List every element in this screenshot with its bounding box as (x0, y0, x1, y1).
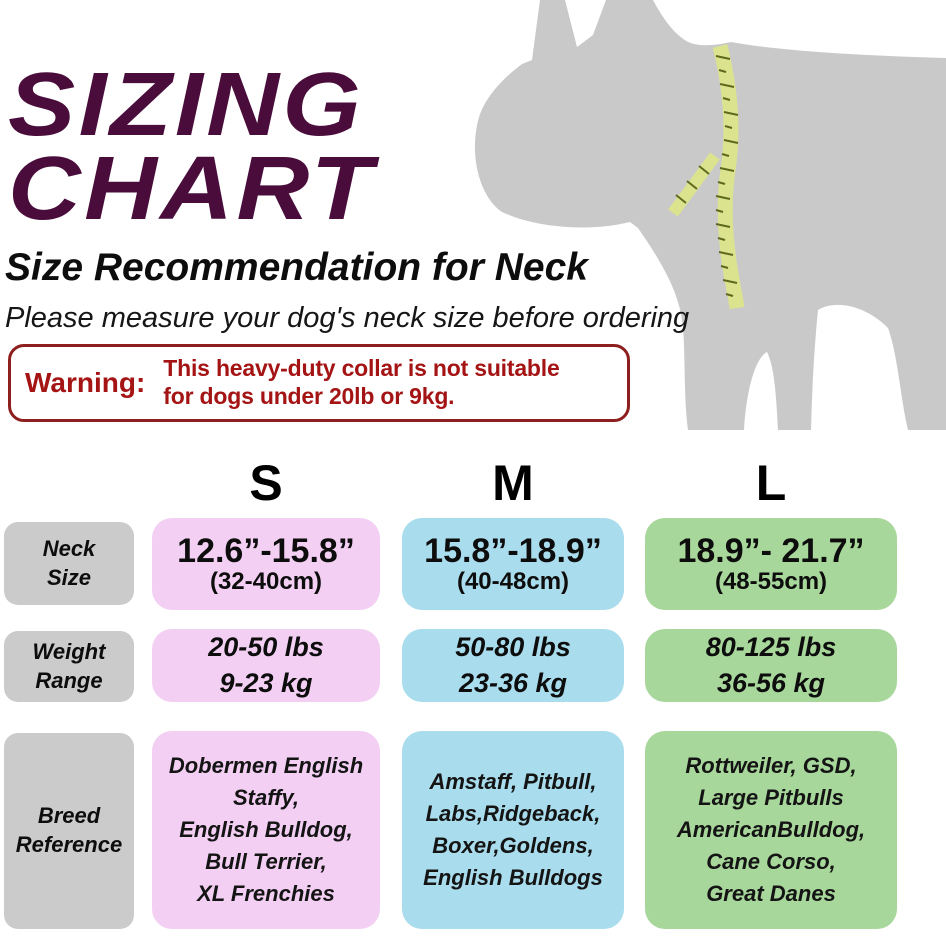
dog-body-shape (474, 0, 946, 430)
breed-reference-cell-s: Dobermen English Staffy, English Bulldog, B… (152, 731, 380, 929)
row-label-breed-reference: Breed Reference (4, 733, 134, 929)
page-title: SIZING CHART (8, 55, 376, 239)
measuring-tape-graphic (668, 44, 745, 310)
neck-size-cell-l: 18.9”- 21.7” (48-55cm) (645, 518, 897, 610)
breed-list-l: Rottweiler, GSD, Large Pitbulls AmericanBu… (676, 753, 866, 906)
weight-range-cell-l: 80-125 lbs 36-56 kg (645, 629, 897, 702)
neck-size-cm-l: (48-55cm) (714, 568, 828, 596)
breed-reference-cell-l: Rottweiler, GSD, Large Pitbulls AmericanBu… (645, 731, 897, 929)
measure-note: Please measure your dog's neck size befo… (5, 302, 690, 334)
column-header-m: M (492, 455, 534, 511)
weight-range-value-m: 50-80 lbs 23-36 kg (455, 632, 571, 698)
neck-size-cm-s: (32-40cm) (209, 568, 323, 596)
dog-silhouette-image (474, 0, 946, 430)
neck-size-cell-s: 12.6”-15.8” (32-40cm) (152, 518, 380, 610)
warning-label: Warning: (25, 367, 146, 398)
breed-list-m: Amstaff, Pitbull, Labs,Ridgeback, Boxer,Go… (423, 769, 603, 890)
warning-message: This heavy-duty collar is not suitable fo… (163, 355, 560, 409)
row-label-weight-range: Weight Range (4, 631, 134, 702)
weight-range-cell-s: 20-50 lbs 9-23 kg (152, 629, 380, 702)
dog-image-container (440, 0, 946, 430)
row-label-neck-size: Neck Size (4, 522, 134, 605)
breed-reference-cell-m: Amstaff, Pitbull, Labs,Ridgeback, Boxer,Go… (402, 731, 624, 929)
warning-box: Warning: This heavy-duty collar is not s… (8, 344, 630, 422)
neck-size-inches-m: 15.8”-18.9” (424, 531, 602, 570)
weight-range-cell-m: 50-80 lbs 23-36 kg (402, 629, 624, 702)
breed-list-s: Dobermen English Staffy, English Bulldog, B… (168, 753, 364, 906)
section-subtitle: Size Recommendation for Neck (5, 246, 588, 289)
neck-size-cm-m: (40-48cm) (456, 568, 570, 596)
neck-size-inches-s: 12.6”-15.8” (177, 531, 355, 570)
neck-size-inches-l: 18.9”- 21.7” (677, 531, 865, 570)
neck-size-cell-m: 15.8”-18.9” (40-48cm) (402, 518, 624, 610)
column-header-s: S (249, 455, 283, 511)
column-header-l: L (755, 455, 787, 511)
weight-range-value-l: 80-125 lbs 36-56 kg (705, 632, 837, 698)
weight-range-value-s: 20-50 lbs 9-23 kg (208, 632, 324, 698)
